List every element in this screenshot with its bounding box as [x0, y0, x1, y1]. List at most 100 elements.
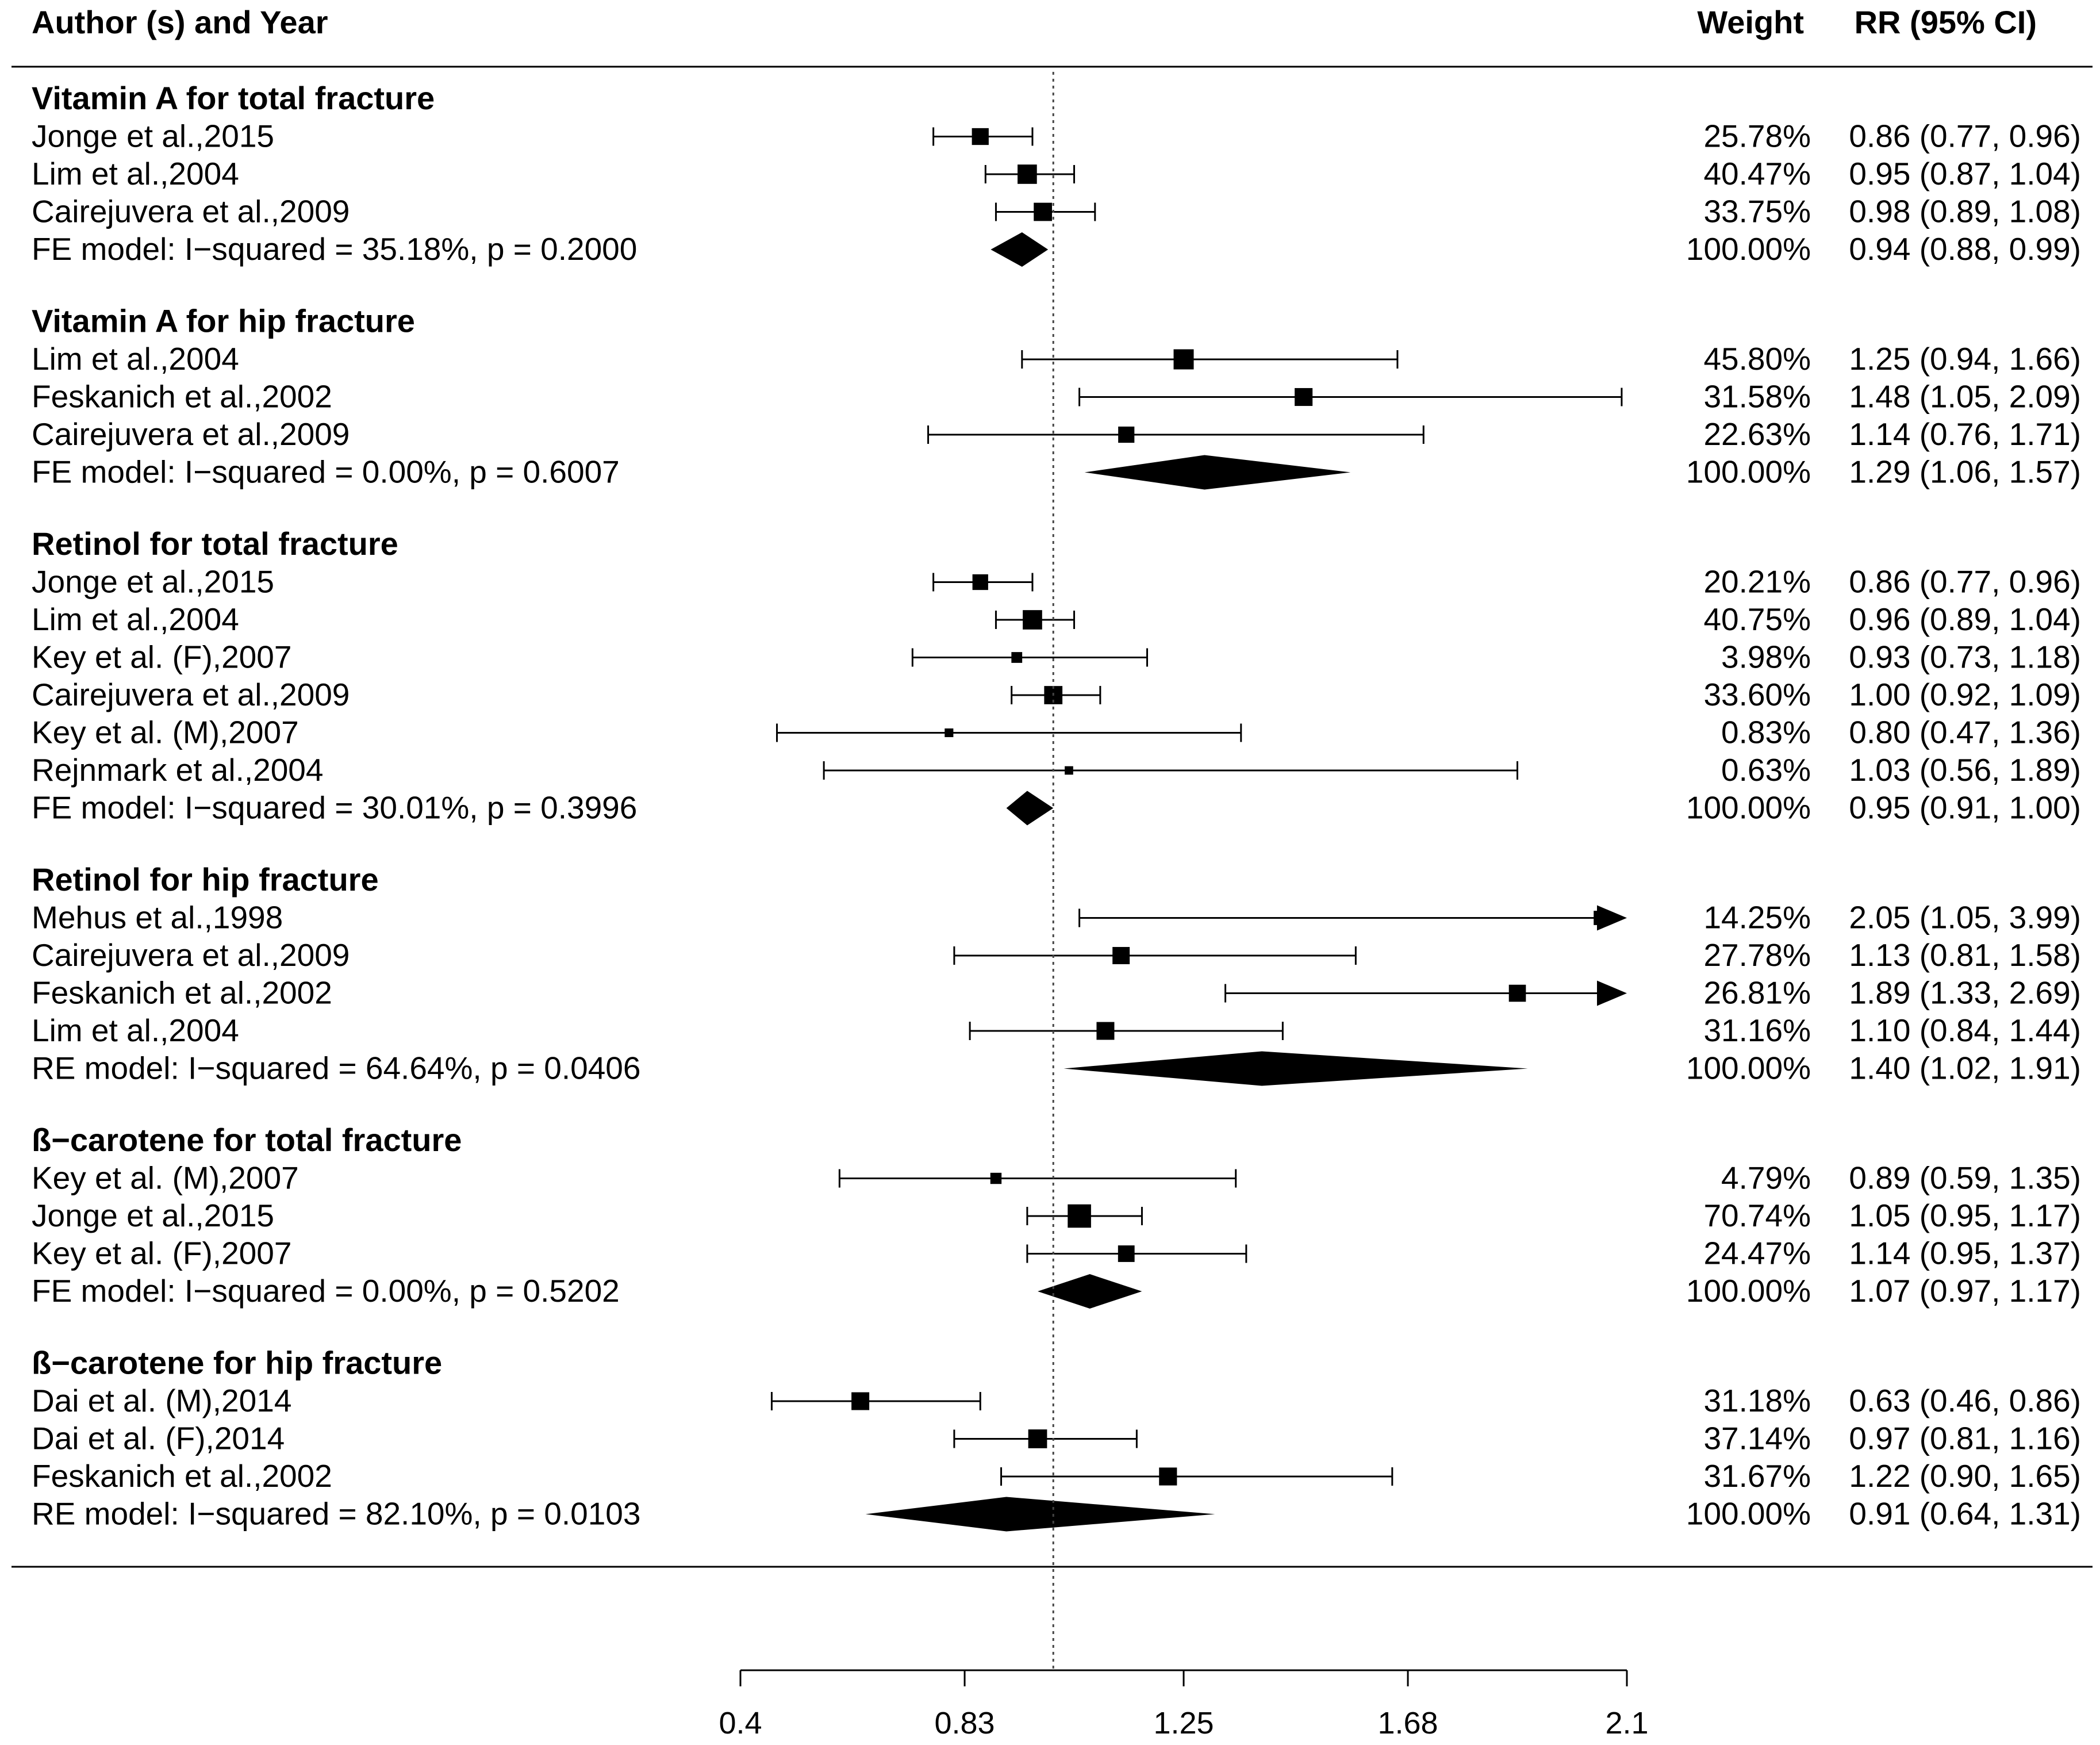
- study-weight: 31.67%: [1703, 1458, 1811, 1494]
- axis-tick-label: 1.25: [1153, 1706, 1214, 1740]
- section-title: Vitamin A for total fracture: [32, 80, 435, 116]
- study-row: Cairejuvera et al.,2009 27.78% 1.13 (0.81,…: [32, 937, 2081, 973]
- summary-ci: 1.29 (1.06, 1.57): [1849, 454, 2081, 490]
- summary-diamond: [1038, 1274, 1142, 1309]
- study-row: Feskanich et al.,2002 26.81% 1.89 (1.33, 2…: [32, 975, 2081, 1011]
- summary-weight: 100.00%: [1686, 1496, 1811, 1532]
- point-estimate: [990, 1172, 1002, 1184]
- study-ci: 1.05 (0.95, 1.17): [1849, 1198, 2081, 1233]
- study-label: Cairejuvera et al.,2009: [32, 937, 350, 973]
- study-weight: 33.60%: [1703, 677, 1811, 712]
- summary-label: FE model: I−squared = 0.00%, p = 0.5202: [32, 1273, 620, 1309]
- study-ci: 1.10 (0.84, 1.44): [1849, 1013, 2081, 1048]
- study-label: Lim et al.,2004: [32, 601, 239, 637]
- summary-ci: 1.40 (1.02, 1.91): [1849, 1050, 2081, 1086]
- study-label: Key et al. (F),2007: [32, 1236, 291, 1271]
- study-weight: 45.80%: [1703, 341, 1811, 377]
- point-estimate: [1023, 610, 1042, 630]
- point-estimate: [1018, 164, 1037, 184]
- header-study: Author (s) and Year: [32, 4, 328, 40]
- study-weight: 31.16%: [1703, 1013, 1811, 1048]
- axis-tick-label: 2.1: [1605, 1706, 1648, 1740]
- point-estimate: [1068, 1204, 1091, 1228]
- point-estimate: [972, 128, 989, 145]
- study-weight: 40.75%: [1703, 601, 1811, 637]
- study-label: Feskanich et al.,2002: [32, 379, 332, 415]
- study-weight: 37.14%: [1703, 1421, 1811, 1456]
- header-effect: RR (95% CI): [1855, 4, 2037, 40]
- summary-row: RE model: I−squared = 82.10%, p = 0.0103…: [32, 1496, 2081, 1532]
- point-estimate: [1118, 426, 1135, 443]
- study-label: Jonge et al.,2015: [32, 118, 274, 154]
- summary-label: FE model: I−squared = 35.18%, p = 0.2000: [32, 231, 637, 267]
- study-row: Rejnmark et al.,2004 0.63% 1.03 (0.56, 1.8…: [32, 752, 2081, 788]
- study-row: Key et al. (F),2007 3.98% 0.93 (0.73, 1.18…: [32, 639, 2081, 675]
- study-ci: 1.13 (0.81, 1.58): [1849, 937, 2081, 973]
- header-weight: Weight: [1697, 4, 1804, 40]
- study-ci: 0.93 (0.73, 1.18): [1849, 639, 2081, 675]
- axis-tick-label: 1.68: [1377, 1706, 1438, 1740]
- point-estimate: [1118, 1245, 1135, 1262]
- study-weight: 14.25%: [1703, 900, 1811, 935]
- study-row: Dai et al. (M),2014 31.18% 0.63 (0.46, 0.8…: [32, 1383, 2081, 1418]
- study-row: Cairejuvera et al.,2009 33.60% 1.00 (0.92,…: [32, 677, 2081, 712]
- study-label: Dai et al. (M),2014: [32, 1383, 291, 1418]
- summary-row: FE model: I−squared = 30.01%, p = 0.3996…: [32, 790, 2081, 826]
- study-ci: 0.96 (0.89, 1.04): [1849, 601, 2081, 637]
- study-ci: 1.00 (0.92, 1.09): [1849, 677, 2081, 712]
- study-weight: 20.21%: [1703, 564, 1811, 600]
- study-ci: 1.03 (0.56, 1.89): [1849, 752, 2081, 788]
- study-row: Key et al. (M),2007 4.79% 0.89 (0.59, 1.35…: [32, 1160, 2081, 1196]
- study-row: Mehus et al.,1998 14.25% 2.05 (1.05, 3.99): [32, 900, 2081, 935]
- study-label: Cairejuvera et al.,2009: [32, 677, 350, 712]
- study-ci: 0.95 (0.87, 1.04): [1849, 156, 2081, 191]
- point-estimate: [1173, 349, 1194, 370]
- study-label: Feskanich et al.,2002: [32, 975, 332, 1011]
- summary-label: FE model: I−squared = 0.00%, p = 0.6007: [32, 454, 620, 490]
- study-ci: 0.86 (0.77, 0.96): [1849, 118, 2081, 154]
- summary-row: RE model: I−squared = 64.64%, p = 0.0406…: [32, 1050, 2081, 1086]
- study-weight: 70.74%: [1703, 1198, 1811, 1233]
- study-label: Key et al. (M),2007: [32, 715, 299, 750]
- summary-diamond: [865, 1497, 1215, 1532]
- study-weight: 0.63%: [1721, 752, 1811, 788]
- study-ci: 0.63 (0.46, 0.86): [1849, 1383, 2081, 1418]
- summary-ci: 0.95 (0.91, 1.00): [1849, 790, 2081, 826]
- study-row: Dai et al. (F),2014 37.14% 0.97 (0.81, 1.1…: [32, 1421, 2081, 1456]
- summary-ci: 1.07 (0.97, 1.17): [1849, 1273, 2081, 1309]
- study-weight: 33.75%: [1703, 194, 1811, 229]
- summary-weight: 100.00%: [1686, 1050, 1811, 1086]
- study-label: Feskanich et al.,2002: [32, 1458, 332, 1494]
- study-ci: 1.14 (0.76, 1.71): [1849, 416, 2081, 452]
- x-axis: 0.4 0.83 1.25 1.68 2.1: [719, 72, 1649, 1740]
- study-row: Feskanich et al.,2002 31.67% 1.22 (0.90, 1…: [32, 1458, 2081, 1494]
- summary-label: RE model: I−squared = 82.10%, p = 0.0103: [32, 1496, 640, 1532]
- study-ci: 0.89 (0.59, 1.35): [1849, 1160, 2081, 1196]
- point-estimate: [1034, 202, 1052, 221]
- section-title: ß−carotene for total fracture: [32, 1122, 462, 1158]
- summary-diamond: [1064, 1051, 1528, 1086]
- study-label: Jonge et al.,2015: [32, 564, 274, 600]
- study-label: Lim et al.,2004: [32, 156, 239, 191]
- summary-label: FE model: I−squared = 30.01%, p = 0.3996: [32, 790, 637, 826]
- point-estimate: [972, 574, 988, 590]
- study-weight: 0.83%: [1721, 715, 1811, 750]
- study-ci: 0.98 (0.89, 1.08): [1849, 194, 2081, 229]
- point-estimate: [1295, 388, 1313, 406]
- point-estimate: [1508, 984, 1526, 1002]
- summary-row: FE model: I−squared = 0.00%, p = 0.5202 1…: [32, 1273, 2081, 1309]
- point-estimate: [1159, 1467, 1177, 1486]
- point-estimate: [1028, 1429, 1047, 1448]
- study-row: Key et al. (M),2007 0.83% 0.80 (0.47, 1.36…: [32, 715, 2081, 750]
- study-row: Lim et al.,2004 45.80% 1.25 (0.94, 1.66): [32, 341, 2081, 377]
- summary-weight: 100.00%: [1686, 454, 1811, 490]
- study-ci: 1.25 (0.94, 1.66): [1849, 341, 2081, 377]
- point-estimate: [1065, 766, 1073, 775]
- study-weight: 4.79%: [1721, 1160, 1811, 1196]
- study-weight: 31.58%: [1703, 379, 1811, 415]
- study-row: Cairejuvera et al.,2009 33.75% 0.98 (0.89,…: [32, 194, 2081, 229]
- section-title: Retinol for hip fracture: [32, 861, 379, 898]
- summary-row: FE model: I−squared = 0.00%, p = 0.6007 1…: [32, 454, 2081, 490]
- study-label: Cairejuvera et al.,2009: [32, 416, 350, 452]
